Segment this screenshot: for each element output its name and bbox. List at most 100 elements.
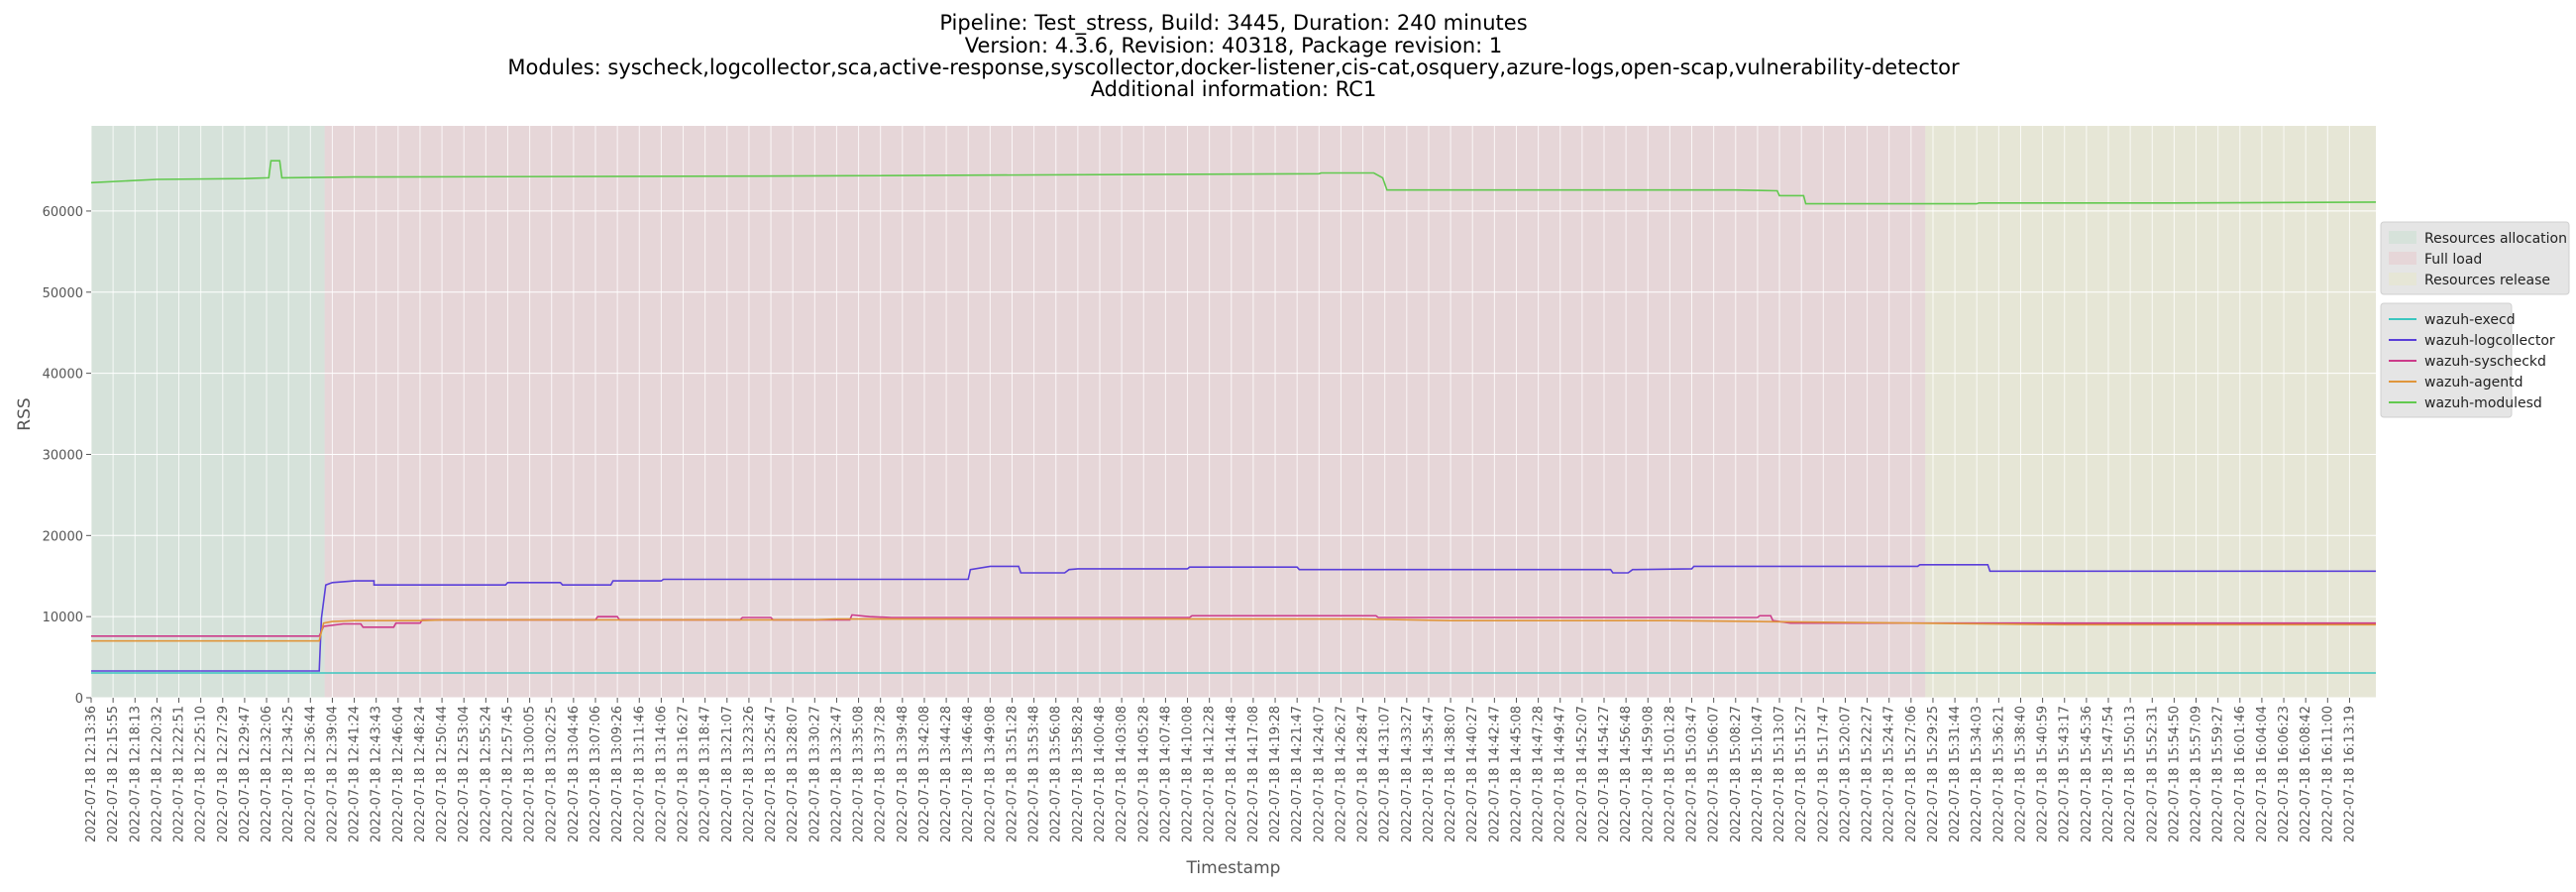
x-tick-label: 2022-07-18 15:20:07 — [1838, 706, 1853, 842]
x-tick-label: 2022-07-18 15:15:27 — [1794, 706, 1809, 842]
x-tick-label: 2022-07-18 13:23:26 — [742, 706, 757, 842]
y-tick-label: 0 — [75, 692, 83, 707]
x-tick-label: 2022-07-18 12:46:04 — [391, 706, 406, 842]
x-tick-label: 2022-07-18 14:14:48 — [1225, 706, 1239, 842]
x-tick-label: 2022-07-18 15:22:27 — [1861, 706, 1876, 842]
x-tick-label: 2022-07-18 15:36:21 — [1991, 706, 2006, 842]
x-tick-label: 2022-07-18 13:32:47 — [829, 706, 844, 842]
y-axis-label: RSS — [15, 397, 35, 430]
x-tick-label: 2022-07-18 12:43:43 — [370, 706, 384, 842]
phase-legend: Resources allocation Full load Resources r… — [2380, 221, 2570, 295]
x-tick-label: 2022-07-18 14:52:07 — [1575, 706, 1590, 842]
x-tick-label: 2022-07-18 16:08:42 — [2299, 706, 2313, 842]
x-tick-label: 2022-07-18 15:38:40 — [2013, 706, 2028, 842]
series-legend-label: wazuh-logcollector — [2424, 333, 2555, 349]
y-axis-ticks: 0 10000 20000 30000 40000 50000 60000 — [43, 205, 91, 707]
x-tick-label: 2022-07-18 12:34:25 — [281, 706, 296, 842]
x-tick-label: 2022-07-18 13:25:47 — [764, 706, 779, 842]
x-tick-label: 2022-07-18 15:54:50 — [2167, 706, 2182, 842]
x-tick-label: 2022-07-18 14:07:48 — [1158, 706, 1173, 842]
chart-title: Pipeline: Test_stress, Build: 3445, Dura… — [507, 11, 1960, 101]
title-line-1: Pipeline: Test_stress, Build: 3445, Dura… — [939, 11, 1527, 36]
x-tick-label: 2022-07-18 15:06:07 — [1707, 706, 1722, 842]
x-tick-label: 2022-07-18 13:58:28 — [1071, 706, 1086, 842]
x-tick-label: 2022-07-18 14:21:47 — [1290, 706, 1305, 842]
y-tick-label: 10000 — [43, 611, 83, 625]
x-tick-label: 2022-07-18 14:31:07 — [1378, 706, 1393, 842]
x-tick-label: 2022-07-18 12:53:04 — [457, 706, 472, 842]
x-tick-label: 2022-07-18 14:10:08 — [1181, 706, 1196, 842]
phase-legend-label: Full load — [2424, 252, 2482, 268]
x-tick-label: 2022-07-18 15:57:09 — [2190, 706, 2204, 842]
x-tick-label: 2022-07-18 13:51:28 — [1005, 706, 1020, 842]
x-tick-label: 2022-07-18 15:45:36 — [2080, 706, 2094, 842]
x-tick-label: 2022-07-18 16:06:23 — [2277, 706, 2292, 842]
x-tick-label: 2022-07-18 16:13:19 — [2342, 706, 2357, 842]
phase-legend-swatch — [2389, 273, 2416, 285]
y-tick-label: 30000 — [43, 448, 83, 463]
x-tick-label: 2022-07-18 14:54:27 — [1597, 706, 1612, 842]
x-tick-label: 2022-07-18 14:19:28 — [1268, 706, 1283, 842]
x-tick-label: 2022-07-18 15:03:47 — [1685, 706, 1700, 842]
x-tick-label: 2022-07-18 12:20:32 — [150, 706, 164, 842]
x-tick-label: 2022-07-18 14:24:07 — [1312, 706, 1327, 842]
series-legend: wazuh-execd wazuh-logcollector wazuh-sysch… — [2380, 302, 2555, 418]
x-tick-label: 2022-07-18 14:12:28 — [1203, 706, 1218, 842]
x-tick-label: 2022-07-18 14:05:28 — [1136, 706, 1151, 842]
x-tick-label: 2022-07-18 14:40:27 — [1465, 706, 1480, 842]
series-legend-label: wazuh-syscheckd — [2424, 354, 2546, 370]
x-tick-label: 2022-07-18 14:00:48 — [1093, 706, 1108, 842]
x-tick-label: 2022-07-18 16:04:04 — [2255, 706, 2270, 842]
x-tick-label: 2022-07-18 15:13:07 — [1772, 706, 1787, 842]
x-tick-label: 2022-07-18 12:57:45 — [500, 706, 515, 842]
x-tick-label: 2022-07-18 13:21:07 — [720, 706, 735, 842]
x-tick-label: 2022-07-18 12:22:51 — [172, 706, 187, 842]
x-tick-label: 2022-07-18 13:49:08 — [983, 706, 998, 842]
x-tick-label: 2022-07-18 12:15:55 — [106, 706, 121, 842]
x-tick-label: 2022-07-18 13:28:07 — [786, 706, 801, 842]
x-tick-label: 2022-07-18 15:47:54 — [2101, 706, 2116, 842]
x-tick-label: 2022-07-18 12:48:24 — [413, 706, 428, 842]
phase-legend-swatch — [2389, 231, 2416, 244]
phase-legend-swatch — [2389, 252, 2416, 265]
x-tick-label: 2022-07-18 13:37:28 — [874, 706, 889, 842]
x-tick-label: 2022-07-18 15:29:25 — [1926, 706, 1941, 842]
x-tick-label: 2022-07-18 12:18:13 — [128, 706, 143, 842]
x-tick-label: 2022-07-18 13:14:06 — [654, 706, 669, 842]
x-tick-label: 2022-07-18 12:27:29 — [216, 706, 231, 842]
x-tick-label: 2022-07-18 12:39:04 — [325, 706, 340, 842]
x-tick-label: 2022-07-18 15:31:44 — [1948, 706, 1963, 842]
x-tick-label: 2022-07-18 13:35:08 — [852, 706, 867, 842]
phase-bands — [91, 126, 2376, 698]
x-tick-label: 2022-07-18 14:03:08 — [1115, 706, 1129, 842]
x-tick-label: 2022-07-18 15:17:47 — [1816, 706, 1831, 842]
x-tick-label: 2022-07-18 12:36:44 — [303, 706, 318, 842]
series-line-wazuh-logcollector — [91, 564, 2376, 672]
x-tick-label: 2022-07-18 13:07:06 — [589, 706, 603, 842]
x-tick-label: 2022-07-18 14:47:28 — [1532, 706, 1547, 842]
x-axis-ticks: 2022-07-18 12:13:36 2022-07-18 12:15:55 20… — [84, 698, 2357, 842]
y-tick-label: 40000 — [43, 368, 83, 383]
x-tick-label: 2022-07-18 15:08:27 — [1729, 706, 1744, 842]
title-line-3: Modules: syscheck,logcollector,sca,activ… — [507, 56, 1960, 79]
x-tick-label: 2022-07-18 12:29:47 — [238, 706, 253, 842]
series-line-wazuh-syscheckd — [91, 613, 2376, 637]
title-line-4: Additional information: RC1 — [1091, 77, 1377, 101]
x-tick-label: 2022-07-18 13:18:47 — [698, 706, 713, 842]
y-tick-label: 50000 — [43, 286, 83, 301]
x-tick-label: 2022-07-18 12:55:24 — [479, 706, 493, 842]
x-tick-label: 2022-07-18 12:25:10 — [194, 706, 209, 842]
x-tick-label: 2022-07-18 15:43:17 — [2058, 706, 2073, 842]
x-tick-label: 2022-07-18 14:35:47 — [1422, 706, 1437, 842]
series-legend-box — [2380, 302, 2513, 418]
x-tick-label: 2022-07-18 12:32:06 — [260, 706, 274, 842]
x-tick-label: 2022-07-18 15:52:31 — [2145, 706, 2160, 842]
phase-legend-label: Resources allocation — [2424, 231, 2567, 247]
grid-lines — [90, 126, 2376, 699]
x-tick-label: 2022-07-18 14:26:27 — [1334, 706, 1348, 842]
phase-legend-label: Resources release — [2424, 273, 2550, 288]
x-tick-label: 2022-07-18 15:50:13 — [2123, 706, 2138, 842]
phase-band-1 — [324, 126, 1926, 698]
x-axis-label: Timestamp — [1186, 858, 1281, 878]
